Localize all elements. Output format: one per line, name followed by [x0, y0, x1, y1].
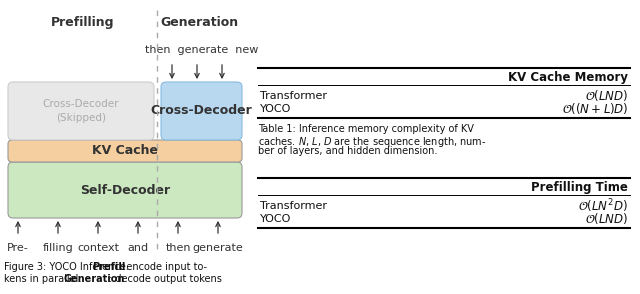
Text: and: and — [127, 243, 148, 253]
Text: Cross-Decoder
(Skipped): Cross-Decoder (Skipped) — [43, 99, 119, 123]
Text: then  generate  new: then generate new — [145, 45, 258, 55]
Text: Prefill: Prefill — [92, 262, 125, 272]
Text: kens in parallel.: kens in parallel. — [4, 274, 84, 284]
Text: KV Cache: KV Cache — [92, 144, 158, 158]
Text: Generation: Generation — [161, 16, 239, 29]
Text: Prefilling Time: Prefilling Time — [531, 181, 628, 194]
Text: Cross-Decoder: Cross-Decoder — [150, 104, 252, 118]
Text: $\mathcal{O}(LN^2D)$: $\mathcal{O}(LN^2D)$ — [579, 197, 628, 215]
Text: Pre-: Pre- — [7, 243, 29, 253]
Text: YOCO: YOCO — [260, 104, 291, 114]
Text: then: then — [165, 243, 191, 253]
Text: Generation: Generation — [64, 274, 125, 284]
Text: caches. $N$, $L$, $D$ are the sequence length, num-: caches. $N$, $L$, $D$ are the sequence l… — [258, 135, 486, 149]
Text: generate: generate — [193, 243, 243, 253]
FancyBboxPatch shape — [8, 140, 242, 162]
Text: ber of layers, and hidden dimension.: ber of layers, and hidden dimension. — [258, 146, 437, 156]
FancyBboxPatch shape — [8, 82, 154, 140]
FancyBboxPatch shape — [161, 82, 242, 140]
Text: YOCO: YOCO — [260, 214, 291, 224]
FancyBboxPatch shape — [8, 162, 242, 218]
Text: : decode output tokens: : decode output tokens — [109, 274, 222, 284]
Text: KV Cache Memory: KV Cache Memory — [508, 71, 628, 84]
Text: Table 1: Inference memory complexity of KV: Table 1: Inference memory complexity of … — [258, 124, 474, 134]
Text: Transformer: Transformer — [260, 201, 327, 211]
Text: Transformer: Transformer — [260, 91, 327, 101]
Text: filling: filling — [43, 243, 74, 253]
Text: : encode input to-: : encode input to- — [120, 262, 207, 272]
Text: Self-Decoder: Self-Decoder — [80, 183, 170, 196]
Text: $\mathcal{O}(LND)$: $\mathcal{O}(LND)$ — [585, 88, 628, 103]
Text: context: context — [77, 243, 119, 253]
Text: $\mathcal{O}(LND)$: $\mathcal{O}(LND)$ — [585, 211, 628, 226]
Text: $\mathcal{O}((N+L)D)$: $\mathcal{O}((N+L)D)$ — [563, 101, 628, 116]
Text: Figure 3: YOCO Inference.: Figure 3: YOCO Inference. — [4, 262, 132, 272]
Text: Prefilling: Prefilling — [51, 16, 115, 29]
